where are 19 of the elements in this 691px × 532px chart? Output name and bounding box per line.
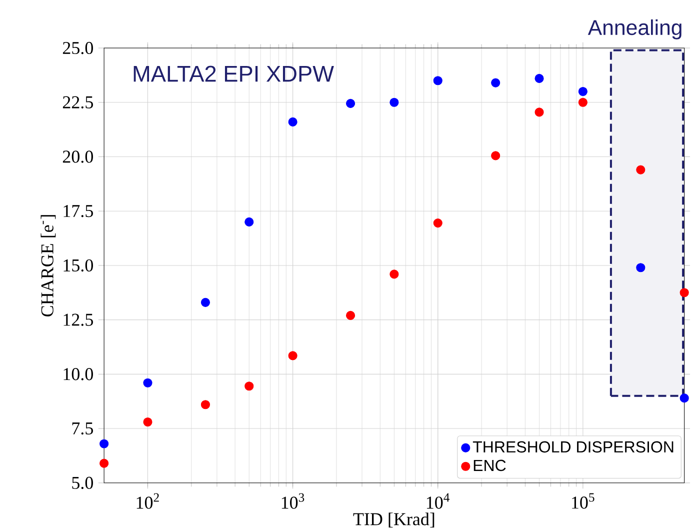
x-tick-label: 10$^{5}$	[572, 493, 594, 509]
band-label: Annealing	[588, 19, 682, 40]
y-tick-label: 7.5	[72, 422, 93, 434]
x-axis-title: TID [Krad]	[353, 512, 434, 528]
x-tick-label: 10$^{3}$	[282, 493, 304, 509]
y-tick-label: 10.0	[64, 368, 93, 380]
x-tick-label: 10$^{4}$	[426, 493, 450, 509]
y-tick-label: 15.0	[64, 259, 93, 272]
y-tick-label: 17.5	[64, 204, 93, 218]
y-tick-label: 25.0	[62, 42, 93, 54]
legend-label: ENC	[474, 460, 506, 471]
annotation: MALTA2 EPI XDPW	[134, 66, 334, 82]
y-tick-label: 20.0	[62, 150, 93, 163]
y-axis-title: CHARGE [e$^{-}$]	[40, 214, 56, 316]
y-tick-label: 5.0	[72, 476, 93, 489]
y-tick-label: 22.5	[62, 96, 93, 108]
legend-label: THRESHOLD DISPERSION	[472, 441, 674, 452]
x-tick-label: 10$^{2}$	[136, 493, 159, 509]
y-tick-label: 12.5	[64, 314, 93, 326]
